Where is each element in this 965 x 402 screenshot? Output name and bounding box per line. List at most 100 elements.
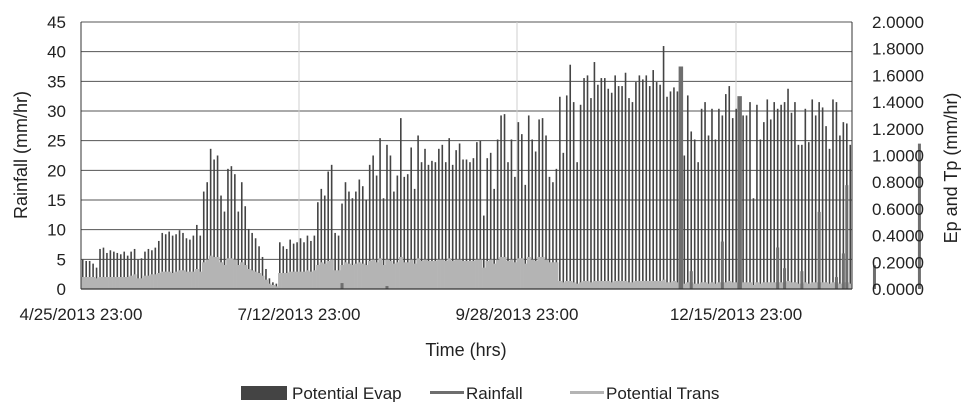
potential-evap-bar: [320, 188, 323, 290]
potential-trans-bar: [641, 280, 645, 289]
potential-trans-bar: [326, 260, 331, 289]
potential-evap-bar: [797, 144, 800, 289]
potential-trans-bar: [336, 270, 341, 289]
potential-evap-bar: [666, 96, 668, 289]
potential-evap-bar: [565, 95, 568, 290]
potential-evap-bar: [441, 144, 444, 289]
potential-trans-bar: [188, 271, 192, 289]
potential-trans-bar: [540, 256, 545, 289]
potential-evap-bar: [801, 144, 803, 289]
potential-trans-bar: [527, 256, 531, 289]
potential-trans-bar: [658, 280, 663, 289]
potential-evap-bar: [206, 182, 208, 289]
potential-trans-bar: [281, 272, 286, 289]
potential-evap-bar: [444, 162, 447, 289]
potential-evap-bar: [683, 155, 686, 289]
potential-evap-bar: [358, 179, 361, 289]
potential-trans-bar: [160, 271, 165, 289]
potential-trans-bar: [284, 272, 289, 289]
potential-evap-bar: [161, 232, 164, 289]
legend-swatch-potential-trans: [570, 391, 604, 394]
potential-evap-bar: [579, 104, 582, 290]
potential-evap-bar: [707, 135, 710, 289]
rainfall-bar: [720, 241, 724, 289]
legend-swatch-rainfall: [430, 391, 464, 394]
potential-evap-bar: [130, 251, 132, 289]
potential-trans-bar: [578, 282, 583, 289]
potential-trans-bar: [582, 280, 587, 289]
potential-trans-bar: [177, 270, 182, 289]
potential-trans-bar: [250, 270, 255, 289]
potential-evap-bar: [614, 75, 616, 290]
potential-evap-bar: [776, 108, 779, 290]
potential-trans-bar: [112, 276, 116, 289]
potential-evap-bar: [517, 122, 520, 290]
potential-trans-bar: [571, 282, 576, 289]
potential-trans-bar: [810, 282, 815, 289]
potential-trans-bar: [648, 280, 652, 289]
rainfall-bar: [841, 253, 845, 289]
y-left-tick-label: 30: [47, 102, 66, 121]
potential-evap-bar: [555, 168, 558, 289]
potential-trans-bar: [751, 285, 756, 289]
potential-evap-bar: [527, 115, 530, 289]
potential-trans-bar: [212, 256, 217, 289]
y-axis-right-title: Ep and Tp (mm/hr): [941, 93, 961, 244]
potential-evap-bar: [655, 82, 658, 289]
legend-label-rainfall: Rainfall: [466, 384, 523, 402]
potential-evap-bar: [486, 158, 489, 289]
potential-evap-bar: [182, 232, 184, 289]
potential-evap-bar: [223, 211, 226, 289]
potential-evap-bar: [783, 102, 786, 289]
potential-evap-bar: [821, 107, 824, 289]
potential-evap-bar: [119, 254, 122, 289]
potential-evap-bar: [811, 99, 814, 290]
potential-evap-bar: [780, 104, 782, 290]
potential-trans-bar: [323, 263, 327, 289]
potential-trans-bar: [385, 259, 390, 289]
potential-trans-bar: [838, 283, 842, 289]
potential-trans-bar: [606, 280, 611, 289]
potential-trans-bar: [454, 259, 459, 289]
potential-evap-bar: [279, 242, 281, 289]
potential-evap-bar: [700, 108, 703, 290]
potential-trans-bar: [623, 280, 628, 289]
potential-evap-bar: [230, 166, 233, 289]
potential-trans-bar: [246, 268, 251, 289]
potential-trans-bar: [554, 262, 559, 289]
potential-evap-bar: [251, 232, 253, 289]
rainfall-bar: [737, 96, 742, 289]
potential-trans-bar: [215, 256, 220, 289]
rainfall-bar: [834, 277, 838, 289]
potential-evap-bar: [538, 119, 540, 289]
potential-evap-bar: [417, 135, 419, 289]
x-tick-label: 9/28/2013 23:00: [456, 305, 579, 324]
y-right-tick-label: 1.6000: [872, 66, 924, 85]
potential-trans-bar: [264, 279, 268, 289]
potential-trans-bar: [381, 264, 386, 289]
potential-trans-bar: [523, 263, 528, 289]
potential-trans-bar: [343, 262, 348, 289]
potential-evap-bar: [299, 238, 302, 289]
potential-evap-bar: [434, 162, 437, 289]
rainfall-bar: [385, 286, 389, 289]
potential-evap-bar: [496, 139, 499, 289]
potential-trans-bar: [419, 260, 424, 289]
potential-evap-bar: [652, 70, 654, 289]
potential-evap-bar: [835, 102, 838, 289]
potential-evap-bar: [849, 144, 852, 289]
potential-trans-bar: [807, 283, 811, 289]
y-right-tick-label: 0.0000: [872, 280, 924, 299]
potential-trans-bar: [399, 256, 403, 289]
legend: Potential Evap Rainfall Potential Trans: [241, 384, 719, 402]
rainfall-bar: [845, 185, 849, 289]
potential-evap-bar: [157, 240, 160, 289]
potential-evap-bar: [185, 238, 188, 289]
potential-trans-bar: [146, 275, 151, 289]
potential-trans-bar: [305, 270, 310, 289]
potential-trans-bar: [603, 280, 607, 289]
potential-trans-bar: [450, 260, 455, 289]
potential-trans-bar: [122, 276, 127, 289]
potential-evap-bar: [583, 78, 585, 289]
y-left-tick-label: 5: [57, 250, 66, 269]
